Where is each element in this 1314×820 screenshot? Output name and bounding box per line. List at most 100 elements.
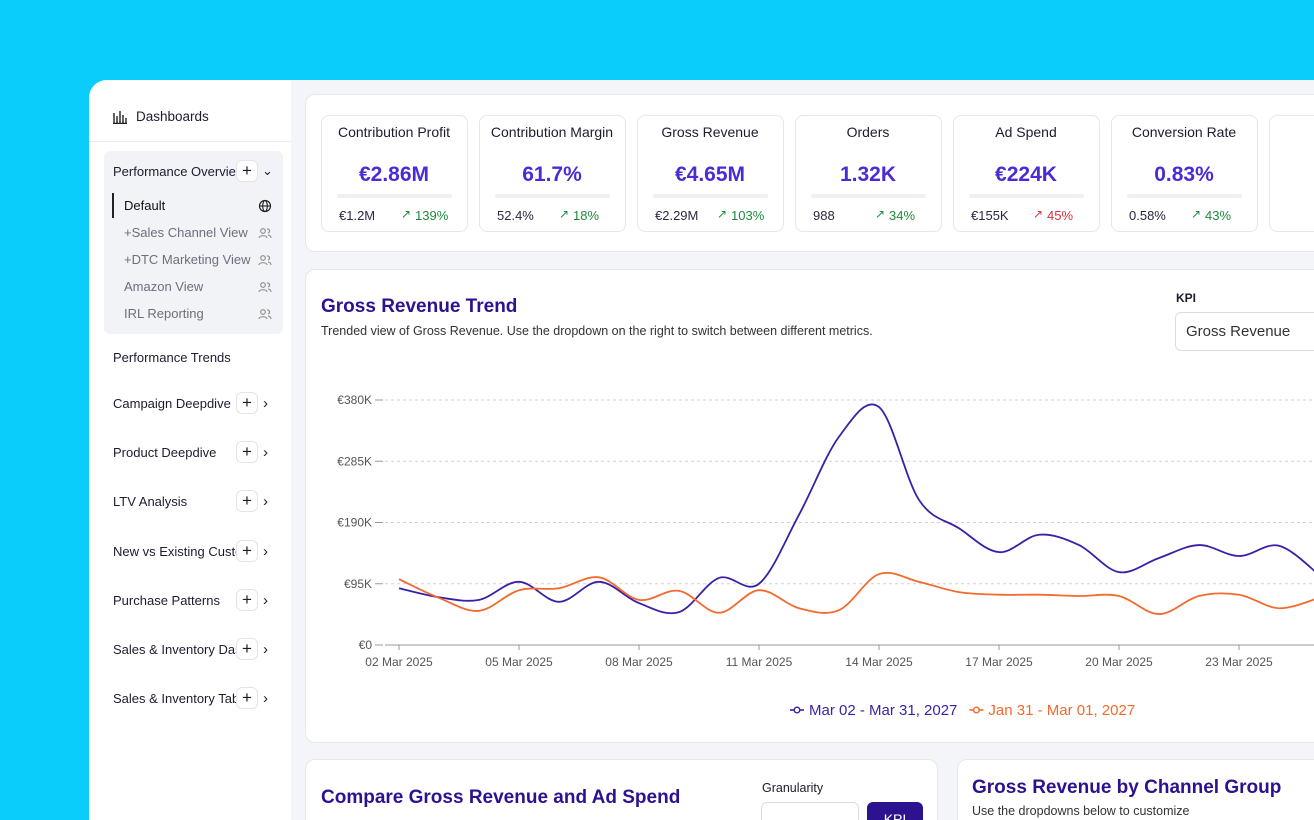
- group-link[interactable]: Sales & Inventory Table: [113, 691, 236, 707]
- kpi-divider: [337, 194, 452, 198]
- kpi-previous: €2.29M: [655, 208, 699, 223]
- add-button[interactable]: +: [236, 160, 258, 182]
- kpi-divider: [653, 194, 768, 198]
- sub-item[interactable]: Amazon View: [124, 279, 204, 294]
- y-tick-label: €0: [359, 638, 373, 652]
- granularity-label: Granularity: [762, 781, 824, 795]
- chevron: ›: [263, 395, 268, 412]
- kpi-previous: 988: [813, 208, 835, 223]
- legend: Mar 02 - Mar 31, 2027 Jan 31 - Mar 01, 20…: [790, 702, 1135, 719]
- group-link[interactable]: Sales & Inventory Dashboard: [113, 642, 236, 657]
- kpi-arrow: ↗: [1033, 207, 1044, 221]
- kpi-selected[interactable]: Gross Revenue: [1186, 323, 1291, 340]
- kpi-change: 34%: [889, 208, 916, 223]
- kpi-previous: €155K: [971, 208, 1009, 223]
- kpi-dropdown[interactable]: [1175, 312, 1314, 351]
- divider: [89, 141, 291, 142]
- users-icon: [258, 282, 272, 293]
- y-tick-label: €190K: [337, 516, 372, 530]
- x-tick-label: 05 Mar 2025: [485, 655, 553, 669]
- chevron: ›: [263, 493, 268, 511]
- sidebar-title: Dashboards: [136, 109, 209, 124]
- trend-card: [305, 269, 1314, 743]
- channel-subtitle: Use the dropdowns below to customize: [972, 804, 1190, 818]
- kpi-previous: 0.58%: [1129, 208, 1166, 223]
- kpi-value: €2.86M: [358, 163, 430, 186]
- chevron: ⌄: [262, 163, 273, 178]
- y-tick-label: €380K: [337, 393, 372, 407]
- kpi-card: [953, 115, 1100, 232]
- kpi-divider: [1127, 194, 1242, 198]
- kpi-arrow: ↗: [875, 207, 886, 221]
- kpi-value: €224K: [995, 163, 1057, 186]
- group-label[interactable]: Performance Overview: [113, 164, 236, 179]
- kpi-value: 1.32K: [839, 163, 897, 186]
- x-tick-label: 08 Mar 2025: [605, 655, 673, 669]
- kpi-arrow: ↗: [1191, 207, 1202, 221]
- x-tick-label: 02 Mar 2025: [365, 655, 433, 669]
- kpi-value: 0.83%: [1154, 163, 1214, 186]
- kpi-change: 103%: [731, 208, 765, 223]
- add-button[interactable]: +: [236, 588, 258, 611]
- kpi-divider: [969, 194, 1084, 198]
- group-link[interactable]: Product Deepdive: [113, 445, 217, 461]
- group-link[interactable]: Campaign Deepdive: [113, 396, 231, 411]
- add-button[interactable]: +: [236, 392, 258, 414]
- globe-icon: [258, 199, 272, 213]
- kpi-button[interactable]: KPI: [867, 802, 923, 820]
- chevron: ›: [263, 444, 268, 462]
- kpi-divider: [495, 194, 610, 198]
- kpi-card: [637, 115, 784, 232]
- sub-item[interactable]: +DTC Marketing View: [124, 252, 251, 267]
- kpi-change: 45%: [1047, 208, 1074, 223]
- kpi-title: Conversion Rate: [1131, 124, 1237, 140]
- legend-swatch-dot: [793, 706, 801, 714]
- legend-label: Mar 02 - Mar 31, 2027: [809, 702, 957, 719]
- kpi-divider: [811, 194, 926, 198]
- kpi-title: Ad Spend: [995, 124, 1057, 140]
- users-icon: [258, 309, 272, 320]
- kpi-previous: €1.2M: [339, 208, 376, 223]
- y-tick-label: €95K: [344, 577, 372, 591]
- legend-label: Jan 31 - Mar 01, 2027: [988, 702, 1135, 719]
- users-icon: [258, 228, 272, 239]
- x-tick-label: 20 Mar 2025: [1085, 655, 1153, 669]
- group-link[interactable]: LTV Analysis: [113, 494, 188, 510]
- granularity-dropdown[interactable]: [761, 802, 859, 820]
- channel-title: Gross Revenue by Channel Group: [972, 777, 1282, 798]
- add-button[interactable]: +: [236, 687, 258, 710]
- kpi-label: KPI: [1176, 291, 1197, 305]
- add-button[interactable]: +: [236, 539, 258, 562]
- kpi-arrow: ↗: [717, 207, 728, 221]
- trend-title: Gross Revenue Trend: [321, 296, 518, 317]
- series-line: [398, 571, 1314, 615]
- kpi-title: Gross Revenue: [661, 124, 759, 140]
- trend-subtitle: Trended view of Gross Revenue. Use the d…: [321, 324, 873, 338]
- sub-item[interactable]: IRL Reporting: [124, 306, 204, 321]
- kpi-change: 18%: [573, 208, 600, 223]
- users-icon: [258, 255, 272, 266]
- group-link[interactable]: Purchase Patterns: [113, 592, 220, 608]
- kpi-card: [1111, 115, 1258, 232]
- kpi-card: [795, 115, 942, 232]
- kpi-value: €4.65M: [674, 163, 746, 186]
- kpi-previous: 52.4%: [497, 208, 534, 223]
- kpi-title: Contribution Margin: [490, 124, 614, 140]
- chevron: ›: [263, 690, 268, 708]
- x-tick-label: 11 Mar 2025: [726, 655, 793, 669]
- sub-item[interactable]: +Sales Channel View: [124, 225, 248, 240]
- add-button[interactable]: +: [236, 638, 258, 660]
- trends-link[interactable]: Performance Trends: [113, 350, 231, 365]
- add-button[interactable]: +: [236, 441, 258, 464]
- kpi-arrow: ↗: [401, 207, 412, 221]
- x-tick-label: 17 Mar 2025: [965, 655, 1033, 669]
- sub-item[interactable]: Default: [124, 198, 166, 213]
- kpi-change: 139%: [415, 208, 449, 223]
- chevron: ›: [263, 542, 268, 560]
- chevron: ›: [263, 591, 268, 609]
- kpi-change: 43%: [1205, 208, 1232, 223]
- group-link[interactable]: New vs Existing Customers: [113, 543, 236, 559]
- add-button[interactable]: +: [236, 490, 258, 513]
- trend-chart: €0 €95K €190K €285K €380K 02 Mar 2025 05 Mar 2…: [337, 393, 1314, 719]
